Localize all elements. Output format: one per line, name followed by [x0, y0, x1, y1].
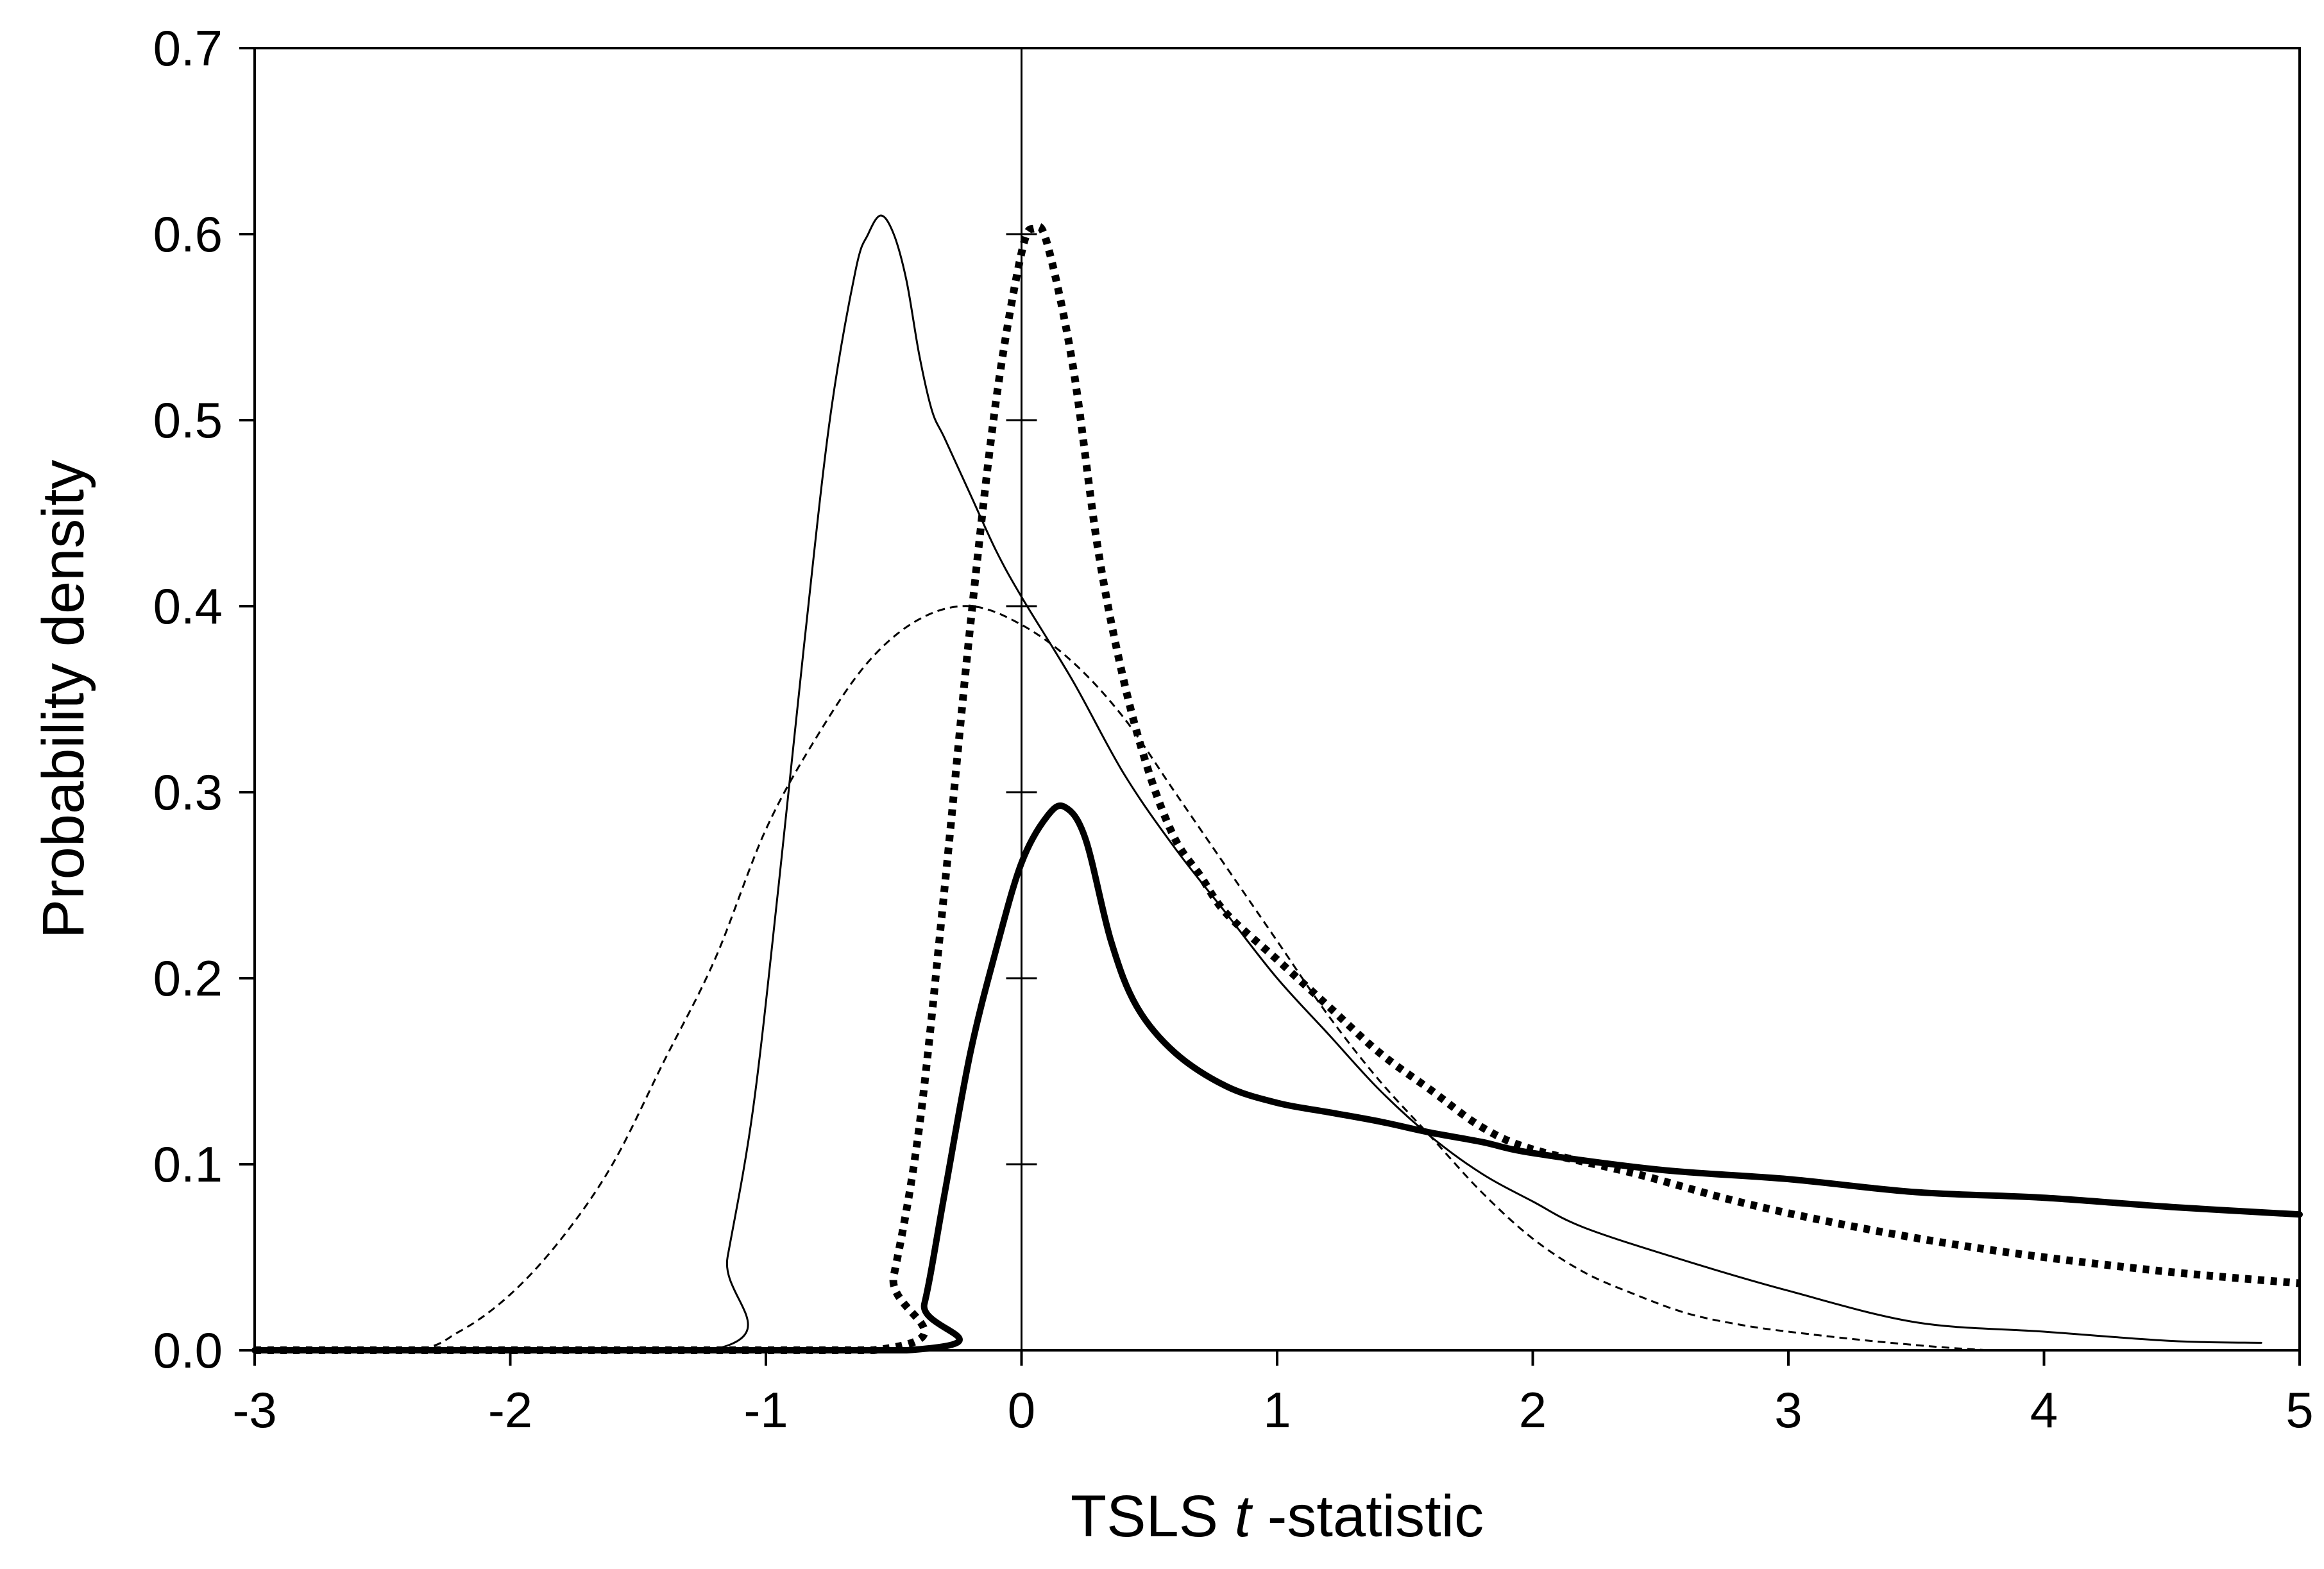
x-tick-label: 0: [1008, 1382, 1035, 1438]
x-tick-label: 2: [1519, 1382, 1547, 1438]
x-axis-title-prefix: TSLS: [1071, 1484, 1235, 1549]
y-tick-label: 0.1: [153, 1136, 223, 1192]
y-axis-ticks: 0.0 0.1 0.2 0.3 0.4 0.5 0.6 0.7: [153, 20, 1037, 1378]
x-axis-ticks: -3 -2 -1 0 1 2 3 4 5: [232, 1350, 2314, 1438]
y-tick-label: 0.3: [153, 764, 223, 820]
y-axis-title: Probability density: [31, 460, 96, 939]
series-layer: [251, 214, 2303, 1354]
plot-frame: [253, 47, 2301, 1352]
x-axis-title-suffix: -statistic: [1251, 1484, 1484, 1549]
x-tick-label: 3: [1774, 1382, 1802, 1438]
y-tick-label: 0.5: [153, 392, 223, 448]
y-tick-label: 0.4: [153, 578, 223, 634]
series-line-thick-solid: [251, 802, 2303, 1353]
x-tick-label: 1: [1263, 1382, 1291, 1438]
series-line-thin-solid: [253, 214, 2262, 1352]
x-tick-label: -3: [232, 1382, 276, 1438]
y-tick-label: 0.0: [153, 1322, 223, 1378]
y-tick-label: 0.7: [153, 20, 223, 76]
series-line-thick-dotted: [255, 223, 2300, 1354]
x-tick-label: 5: [2286, 1382, 2313, 1438]
series-line-thin-dashed: [255, 605, 2300, 1352]
x-axis-title-italic: t: [1235, 1484, 1253, 1549]
x-axis-title: TSLS t -statistic: [1071, 1484, 1484, 1549]
x-tick-label: -2: [488, 1382, 532, 1438]
y-tick-label: 0.6: [153, 206, 223, 262]
y-tick-label: 0.2: [153, 950, 223, 1006]
x-tick-label: -1: [743, 1382, 788, 1438]
x-tick-label: 4: [2030, 1382, 2058, 1438]
